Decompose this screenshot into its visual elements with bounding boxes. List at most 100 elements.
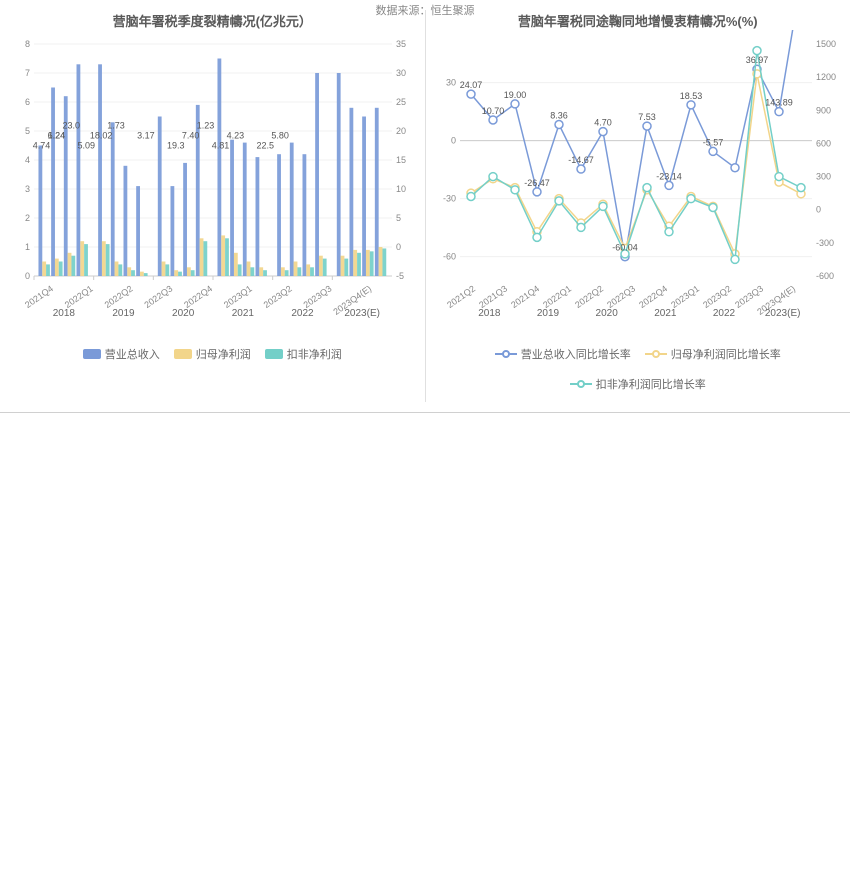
svg-text:-30: -30 [442, 194, 455, 204]
svg-text:20: 20 [396, 126, 406, 136]
svg-text:30: 30 [445, 78, 455, 88]
svg-text:5.09: 5.09 [77, 140, 95, 150]
left-panel: 营脑年署税季度裂精幬况(亿兆元） 012345678-5051015202530… [0, 10, 426, 402]
svg-text:2023Q3: 2023Q3 [302, 283, 334, 310]
svg-text:2019: 2019 [536, 308, 559, 319]
svg-text:900: 900 [816, 105, 831, 115]
legend-item: 营业总收入 [83, 346, 160, 362]
svg-text:2022Q2: 2022Q2 [103, 283, 135, 310]
svg-text:7.40: 7.40 [182, 130, 200, 140]
svg-text:2023Q1: 2023Q1 [222, 283, 254, 310]
legend-label: 营业总收入同比增长率 [521, 346, 631, 362]
svg-text:2022Q2: 2022Q2 [573, 283, 605, 310]
svg-text:36.97: 36.97 [745, 55, 768, 65]
svg-text:2022Q1: 2022Q1 [541, 283, 573, 310]
svg-text:19.3: 19.3 [167, 140, 185, 150]
svg-text:15: 15 [396, 155, 406, 165]
svg-text:2020: 2020 [595, 308, 618, 319]
svg-text:1.73: 1.73 [107, 120, 125, 130]
svg-text:3: 3 [25, 184, 30, 194]
svg-text:2022Q3: 2022Q3 [605, 283, 637, 310]
legend-swatch [495, 349, 517, 359]
svg-text:8.36: 8.36 [550, 111, 568, 121]
svg-text:2021Q4: 2021Q4 [23, 283, 55, 310]
svg-text:300: 300 [816, 172, 831, 182]
svg-text:2022Q4: 2022Q4 [637, 283, 669, 310]
svg-text:5: 5 [396, 213, 401, 223]
legend-swatch [570, 379, 592, 389]
svg-text:8: 8 [25, 39, 30, 49]
svg-text:2023Q2: 2023Q2 [701, 283, 733, 310]
svg-text:-26.47: -26.47 [524, 178, 550, 188]
svg-text:25: 25 [396, 97, 406, 107]
right-title: 营脑年署税同途鞠同地增慢衷精幬况%(%) [518, 11, 758, 30]
left-legend: 营业总收入 归母净利润 扣非净利润 [0, 340, 425, 372]
svg-text:18.53: 18.53 [679, 91, 702, 101]
svg-text:-300: -300 [816, 238, 834, 248]
svg-text:0: 0 [816, 205, 821, 215]
svg-text:10: 10 [396, 184, 406, 194]
svg-text:600: 600 [816, 138, 831, 148]
legend-swatch [265, 349, 283, 359]
svg-text:2021: 2021 [232, 308, 255, 319]
right-title-row: 营脑年署税同途鞠同地增慢衷精幬况%(%) [426, 10, 850, 30]
svg-text:5: 5 [25, 126, 30, 136]
svg-text:2021Q4: 2021Q4 [509, 283, 541, 310]
svg-text:22.5: 22.5 [256, 140, 274, 150]
svg-text:-60.04: -60.04 [612, 243, 638, 253]
legend-swatch [174, 349, 192, 359]
svg-text:2021Q2: 2021Q2 [445, 283, 477, 310]
svg-text:4.74: 4.74 [33, 140, 51, 150]
legend-label: 扣非净利润同比增长率 [596, 376, 706, 392]
svg-text:10.70: 10.70 [481, 106, 504, 116]
svg-text:2022Q1: 2022Q1 [63, 283, 95, 310]
svg-text:143.89: 143.89 [765, 98, 793, 108]
svg-text:2018: 2018 [53, 308, 76, 319]
svg-text:2022Q4: 2022Q4 [182, 283, 214, 310]
svg-text:24.07: 24.07 [459, 80, 482, 90]
svg-text:1500: 1500 [816, 39, 836, 49]
svg-text:5.80: 5.80 [271, 130, 289, 140]
svg-text:2023(E): 2023(E) [764, 308, 800, 319]
legend-item: 扣非净利润 [265, 346, 342, 362]
svg-text:-14.67: -14.67 [568, 155, 594, 165]
svg-text:3.17: 3.17 [137, 130, 155, 140]
svg-text:2022: 2022 [712, 308, 735, 319]
svg-text:2022Q3: 2022Q3 [142, 283, 174, 310]
svg-text:-600: -600 [816, 271, 834, 281]
svg-text:30: 30 [396, 68, 406, 78]
legend-label: 归母净利润 [196, 346, 251, 362]
legend-item: 扣非净利润同比增长率 [570, 376, 706, 392]
svg-text:2021: 2021 [654, 308, 677, 319]
legend-item: 归母净利润 [174, 346, 251, 362]
svg-text:-5.57: -5.57 [702, 137, 723, 147]
svg-text:2022: 2022 [291, 308, 314, 319]
svg-text:35: 35 [396, 39, 406, 49]
svg-text:2020: 2020 [172, 308, 195, 319]
legend-label: 营业总收入 [105, 346, 160, 362]
svg-text:7.53: 7.53 [638, 112, 656, 122]
svg-text:2021Q3: 2021Q3 [477, 283, 509, 310]
svg-text:1.23: 1.23 [197, 120, 215, 130]
svg-text:2023Q1: 2023Q1 [669, 283, 701, 310]
svg-text:-23.14: -23.14 [656, 171, 682, 181]
svg-text:2018: 2018 [478, 308, 501, 319]
svg-text:19.00: 19.00 [503, 90, 526, 100]
left-title-row: 营脑年署税季度裂精幬况(亿兆元） [0, 10, 425, 30]
legend-label: 扣非净利润 [287, 346, 342, 362]
right-chart: -60-30030-600-30003006009001200150024.07… [426, 30, 850, 340]
left-chart: 012345678-505101520253035201820192020202… [0, 30, 425, 340]
svg-text:4.23: 4.23 [227, 130, 245, 140]
chart-container: 数据来源：恒生聚源 营脑年署税季度裂精幬况(亿兆元） 012345678-505… [0, 0, 850, 413]
svg-text:4.81: 4.81 [212, 140, 230, 150]
svg-text:-60: -60 [442, 252, 455, 262]
svg-text:18.02: 18.02 [90, 130, 113, 140]
right-panel: 营脑年署税同途鞠同地增慢衷精幬况%(%) -60-30030-600-30003… [426, 10, 850, 402]
svg-text:2023Q2: 2023Q2 [262, 283, 294, 310]
svg-text:1200: 1200 [816, 72, 836, 82]
svg-text:2023(E): 2023(E) [344, 308, 380, 319]
legend-swatch [645, 349, 667, 359]
svg-text:-5: -5 [396, 271, 404, 281]
right-legend: 营业总收入同比增长率归母净利润同比增长率扣非净利润同比增长率 [426, 340, 850, 402]
legend-item: 营业总收入同比增长率 [495, 346, 631, 362]
